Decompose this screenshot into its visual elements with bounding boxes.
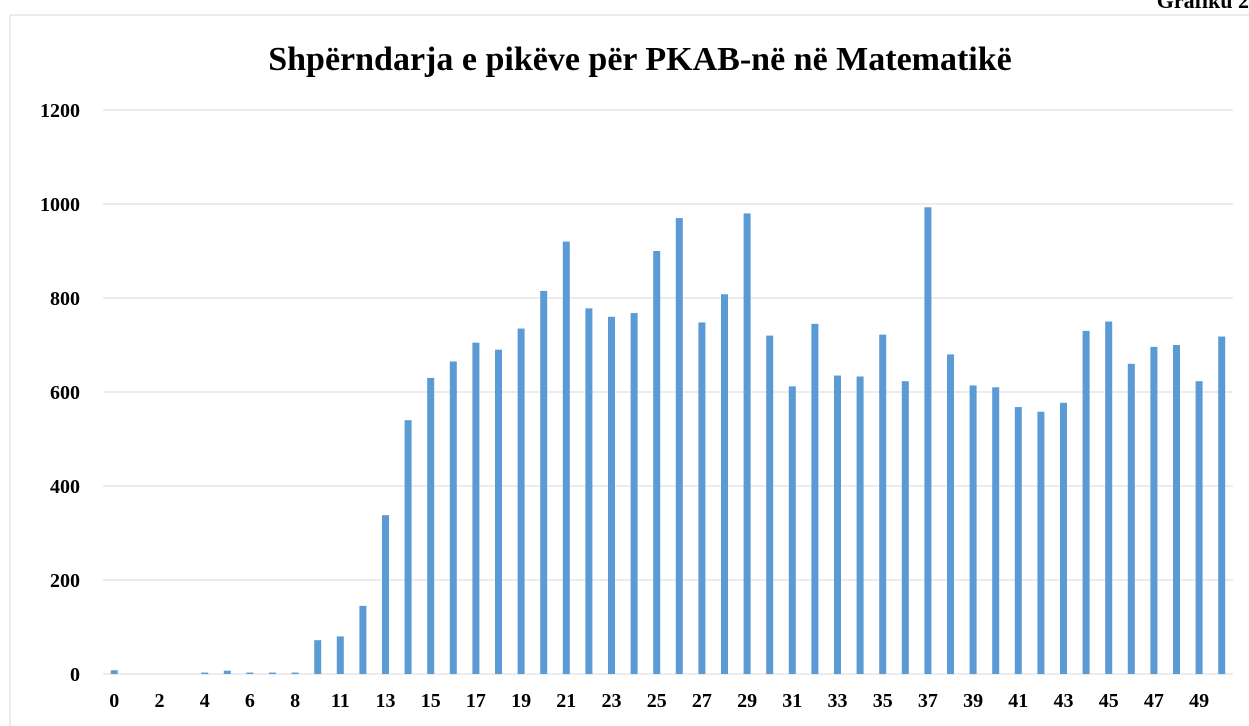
x-tick-label: 15 [421, 690, 441, 712]
bar [517, 328, 525, 674]
x-tick-label: 2 [155, 690, 165, 712]
x-tick-label: 21 [556, 690, 576, 712]
chart-label: Grafiku 2 [1157, 0, 1249, 13]
x-tick-label: 23 [602, 690, 622, 712]
x-tick-label: 39 [963, 690, 983, 712]
x-tick-label: 19 [511, 690, 531, 712]
bar [992, 387, 1000, 674]
bar [721, 294, 728, 674]
bar [1218, 336, 1226, 674]
bar [653, 251, 661, 674]
bar [336, 636, 344, 674]
x-tick-label: 37 [918, 690, 938, 712]
x-tick-label: 31 [782, 690, 802, 712]
bar [449, 361, 457, 674]
bar [269, 672, 276, 674]
bar [427, 377, 435, 674]
bar [834, 375, 841, 674]
bar [291, 672, 299, 674]
bar [314, 640, 322, 674]
x-tick-label: 35 [873, 690, 893, 712]
bar [562, 241, 570, 674]
x-tick-label: 43 [1054, 690, 1074, 712]
bar [947, 354, 954, 674]
y-tick-label: 200 [50, 570, 80, 592]
bar [223, 670, 231, 674]
bar [901, 381, 909, 674]
x-tick-label: 11 [331, 690, 350, 712]
bar [246, 672, 254, 674]
bar [585, 308, 593, 674]
x-tick-label: 8 [290, 690, 300, 712]
bar [110, 670, 118, 674]
y-tick-label: 0 [70, 664, 80, 686]
y-tick-label: 800 [50, 288, 80, 310]
y-tick-label: 600 [50, 382, 80, 404]
bar [472, 342, 480, 674]
bar [811, 323, 819, 674]
x-tick-label: 29 [737, 690, 757, 712]
bar [1173, 345, 1180, 674]
y-tick-label: 400 [50, 476, 80, 498]
chart-title: Shpërndarja e pikëve për PKAB-në në Mate… [268, 41, 1012, 78]
bar [1105, 321, 1113, 674]
bar [856, 376, 864, 674]
bar [382, 515, 389, 674]
bar [495, 349, 502, 674]
x-tick-label: 25 [647, 690, 667, 712]
chart-border [9, 14, 1249, 726]
x-tick-label: 27 [692, 690, 712, 712]
x-tick-label: 49 [1189, 690, 1209, 712]
bar [630, 313, 638, 674]
bar [540, 290, 548, 674]
bar [1127, 363, 1135, 674]
x-tick-label: 6 [245, 690, 255, 712]
bar [969, 385, 977, 674]
x-tick-label: 4 [200, 690, 210, 712]
bar [404, 420, 412, 674]
y-tick-label: 1000 [40, 194, 80, 216]
bar [608, 316, 615, 674]
bar [1060, 402, 1067, 674]
bar [1014, 407, 1022, 674]
x-tick-label: 17 [466, 690, 486, 712]
x-tick-label: 45 [1099, 690, 1119, 712]
bar [924, 207, 932, 675]
bar [675, 218, 683, 674]
bar [201, 672, 209, 674]
bar [788, 386, 796, 674]
bar [1082, 330, 1090, 674]
x-tick-label: 33 [828, 690, 848, 712]
bar [766, 335, 774, 674]
bar [879, 334, 887, 674]
y-tick-label: 1200 [40, 100, 80, 122]
x-tick-label: 13 [376, 690, 396, 712]
bar [1195, 381, 1203, 674]
x-tick-label: 0 [109, 690, 119, 712]
x-tick-label: 41 [1008, 690, 1028, 712]
bar [1150, 346, 1158, 674]
bar [1037, 411, 1045, 674]
bar [359, 605, 367, 674]
bar [698, 322, 706, 674]
x-tick-label: 47 [1144, 690, 1164, 712]
bar [743, 213, 751, 674]
